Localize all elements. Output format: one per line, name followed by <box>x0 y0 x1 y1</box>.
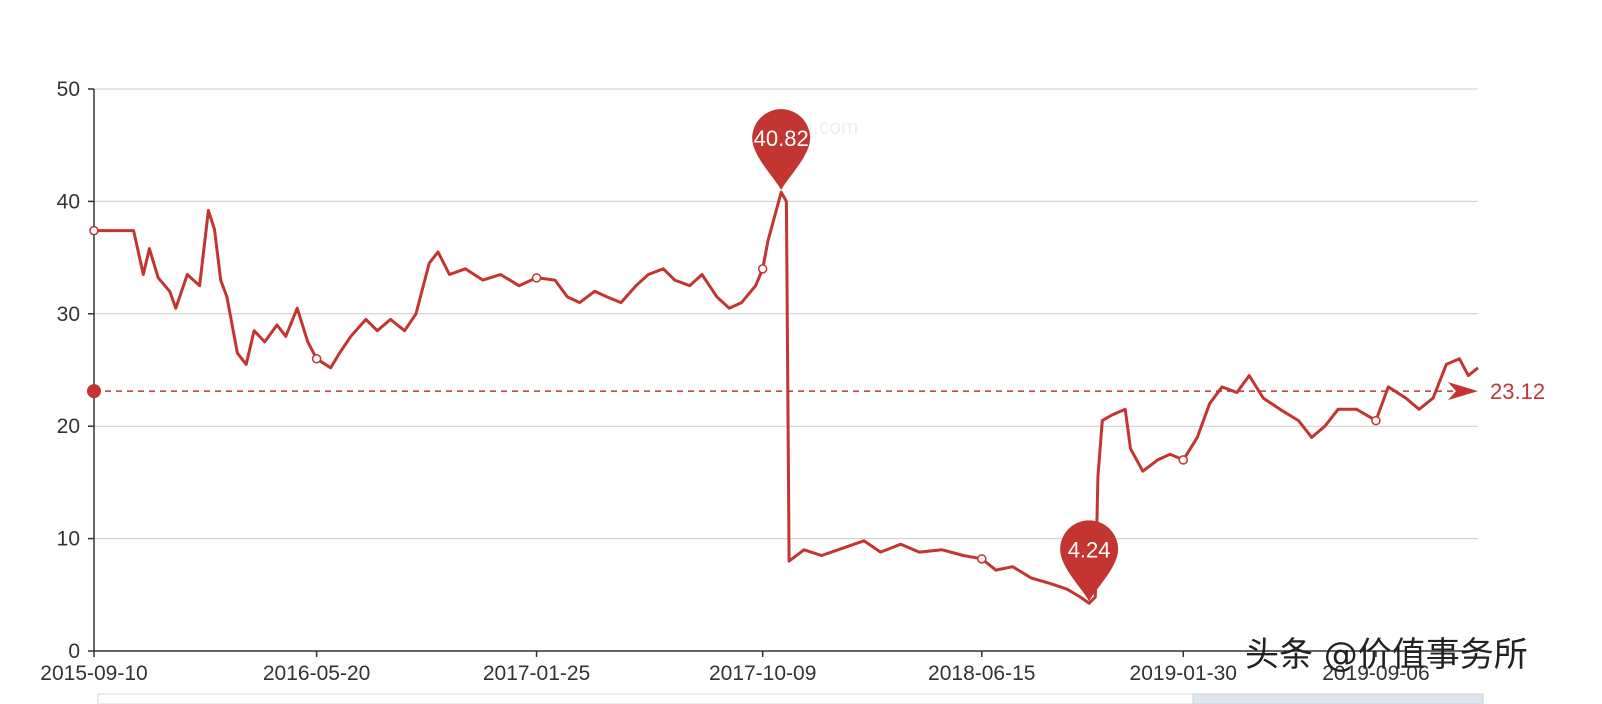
series-line-0 <box>94 190 1479 605</box>
mark-pin-label-1: 4.24 <box>1068 537 1111 562</box>
mark-pin-0 <box>752 109 811 191</box>
x-tick-label-1: 2016-05-20 <box>263 662 370 685</box>
y-tick-label-10: 10 <box>57 528 80 551</box>
y-tick-label-20: 20 <box>57 415 80 438</box>
mark-pin-1 <box>1060 520 1119 602</box>
x-tick-label-2: 2017-01-25 <box>483 662 590 685</box>
series-point-3 <box>757 264 768 274</box>
watermark: 头条 @价值事务所 <box>1245 635 1528 675</box>
series-point-2 <box>531 273 542 283</box>
series-point-4 <box>977 554 987 564</box>
y-tick-label-50: 50 <box>57 78 80 101</box>
series-point-6 <box>1371 415 1381 426</box>
x-tick-label-4: 2018-06-15 <box>928 662 1035 685</box>
x-axis: 2015-09-10 2016-05-20 2017-01-25 2017-10-09… <box>40 89 1478 685</box>
markline-arrow-icon <box>1448 382 1478 401</box>
series-point-1 <box>311 354 322 364</box>
x-tick-label-3: 2017-10-09 <box>709 662 816 685</box>
bottom-panel-right <box>1192 693 1484 704</box>
average-markline: 23.12 <box>87 379 1545 404</box>
x-tick-label-0: 2015-09-10 <box>40 662 147 685</box>
y-tick-label-30: 30 <box>57 303 80 326</box>
series-point-5 <box>1178 455 1189 465</box>
mark-pin-label-0: 40.82 <box>754 126 809 151</box>
markline-value-label: 23.12 <box>1490 379 1545 404</box>
x-tick-label-6: 2019-09-06 <box>1322 662 1429 685</box>
bottom-panel-left <box>97 693 1194 704</box>
x-tick-label-5: 2019-01-30 <box>1130 662 1237 685</box>
y-tick-label-0: 0 <box>68 640 80 663</box>
y-tick-label-40: 40 <box>57 190 80 213</box>
mark-points: 40.82 4.24 <box>752 109 1119 602</box>
series-point-0 <box>89 225 99 236</box>
y-axis-tick-labels: 0 10 20 30 40 50 <box>57 78 94 663</box>
series-layer <box>89 190 1479 605</box>
